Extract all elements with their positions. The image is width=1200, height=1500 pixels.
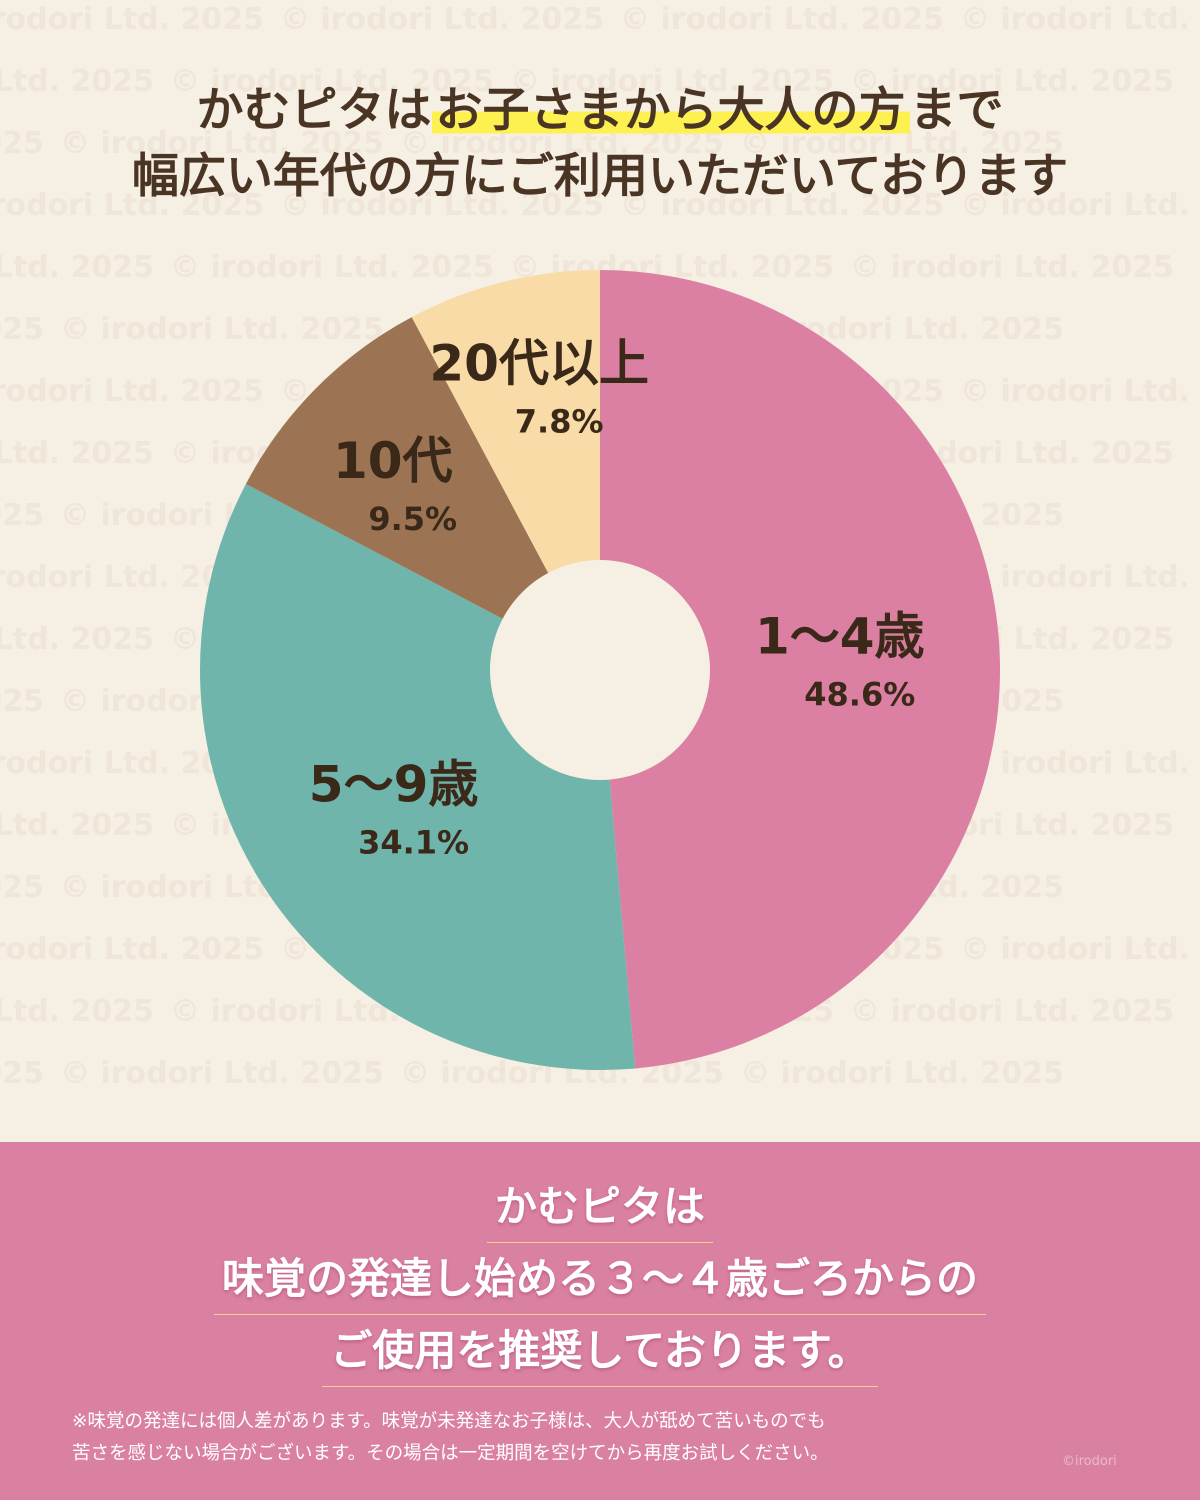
headline-prefix: かむピタは (196, 83, 432, 138)
slice-4 (411, 270, 600, 670)
disclaimer-note: ※味覚の発達には個人差があります。味覚が未発達なお子様は、大人が舐めて苦いもので… (72, 1406, 1072, 1470)
watermark-text: © irodori Ltd. 2025 (280, 2, 605, 37)
recommendation-text-2: 味覚の発達し始める３〜４歳ごろからの (213, 1250, 986, 1315)
watermark-text: © irodori Ltd. 2025 (0, 498, 45, 533)
slice-1 (600, 270, 1001, 1069)
watermark-text: © irodori Ltd. 2025 (0, 808, 155, 843)
headline-line-2: 幅広い年代の方にご利用いただいております (131, 149, 1069, 204)
watermark-text: © irodori Ltd. 2025 (960, 2, 1200, 37)
disclaimer-line-2: 苦さを感じない場合がございます。その場合は一定期間を空けてから再度お試しください… (72, 1443, 829, 1464)
watermark-text: © irodori Ltd. 2025 (0, 622, 155, 657)
slice-percent-3: 9.5% (368, 500, 457, 538)
watermark-text: © irodori Ltd. 2025 (620, 2, 945, 37)
recommendation-line-3: ご使用を推奨しております。 (0, 1322, 1200, 1387)
recommendation-text-3: ご使用を推奨しております。 (322, 1322, 878, 1387)
slice-label-2: 5〜9歳 (309, 755, 479, 813)
slice-2 (200, 483, 636, 1070)
slice-3 (245, 317, 600, 670)
donut-hole (490, 560, 710, 780)
age-distribution-donut-chart: 1〜4歳 48.6% 5〜9歳 34.1% 10代 9.5% 20代以上 7.8% (200, 270, 1001, 1070)
watermark-text: © irodori Ltd. 2025 (0, 436, 155, 471)
headline-highlight: お子さまから大人の方 (431, 83, 910, 138)
watermark-text: © irodori Ltd. 2025 (0, 870, 45, 905)
watermark-text: © irodori Ltd. 2025 (0, 250, 155, 285)
recommendation-text-1: かむピタは (486, 1178, 713, 1243)
recommendation-line-2: 味覚の発達し始める３〜４歳ごろからの (0, 1250, 1200, 1315)
slice-percent-2: 34.1% (358, 823, 469, 861)
slice-percent-4: 7.8% (515, 403, 604, 441)
slice-label-1: 1〜4歳 (755, 607, 925, 665)
watermark-text: © irodori Ltd. 2025 (0, 1056, 45, 1091)
recommendation-line-1: かむピタは (0, 1178, 1200, 1243)
headline: かむピタはお子さまから大人の方まで 幅広い年代の方にご利用いただいております (0, 78, 1200, 210)
credit-mark: ©irodori (1062, 1454, 1117, 1469)
disclaimer-line-1: ※味覚の発達には個人差があります。味覚が未発達なお子様は、大人が舐めて苦いもので… (72, 1411, 826, 1432)
slice-label-3: 10代 (333, 432, 453, 490)
headline-line-1: かむピタはお子さまから大人の方まで (0, 78, 1200, 144)
watermark-text: © irodori Ltd. 2025 (0, 2, 265, 37)
watermark-text: © irodori Ltd. 2025 (0, 994, 155, 1029)
recommendation-band (0, 1142, 1200, 1500)
slice-percent-1: 48.6% (804, 675, 915, 713)
watermark-text: © irodori Ltd. 2025 (0, 312, 45, 347)
headline-suffix: まで (909, 83, 1004, 138)
watermark-text: © irodori Ltd. 2025 (0, 684, 45, 719)
slice-label-4: 20代以上 (429, 335, 649, 393)
